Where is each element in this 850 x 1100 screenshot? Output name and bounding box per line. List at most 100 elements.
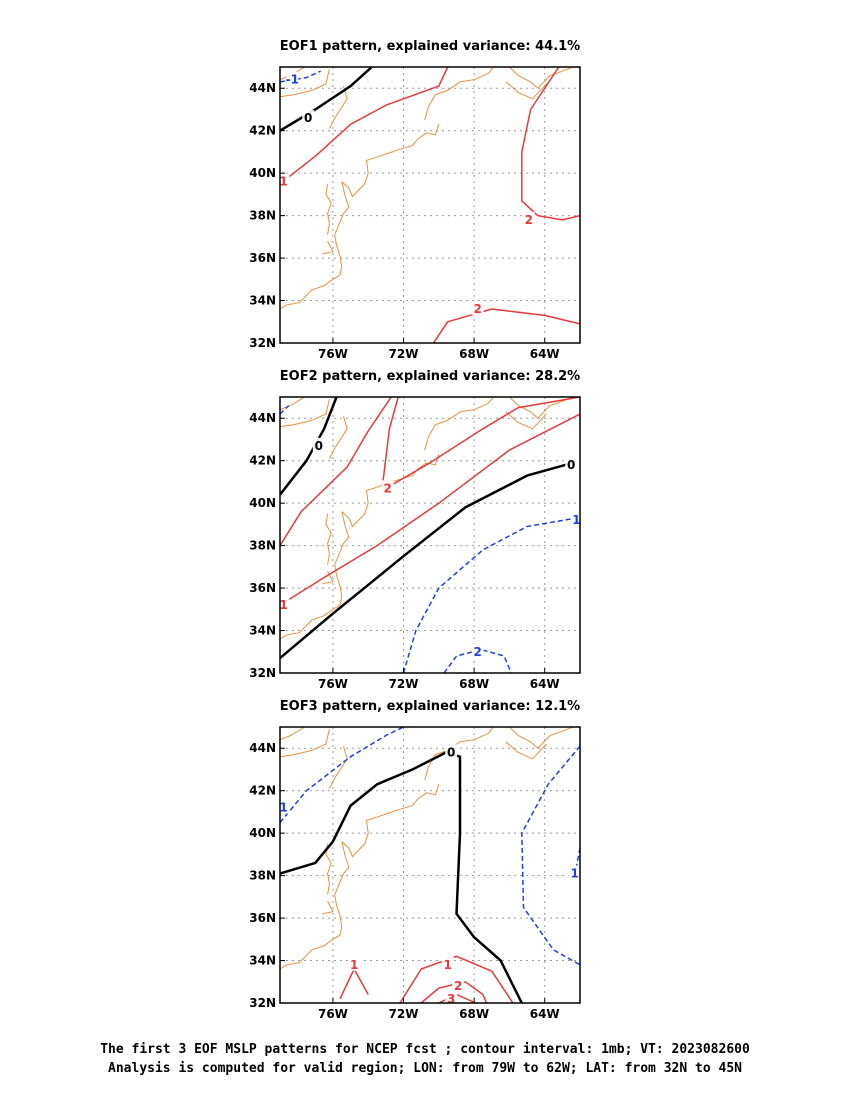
plot-frame <box>279 396 581 674</box>
coastline <box>505 411 547 430</box>
chart-title: EOF1 pattern, explained variance: 44.1% <box>280 39 580 54</box>
y-tick-label: 38N <box>249 539 276 553</box>
eof2-panel: EOF2 pattern, explained variance: 28.2% 0… <box>215 360 615 690</box>
coastline <box>322 900 334 915</box>
contour-line <box>443 648 512 673</box>
contour-line <box>280 397 392 546</box>
eof3-panel: EOF3 pattern, explained variance: 12.1% 0… <box>215 690 615 1020</box>
coastline <box>366 784 440 821</box>
contour-label: 2 <box>473 645 481 659</box>
x-tick-label: 76W <box>318 1007 348 1020</box>
y-tick-label: 40N <box>249 496 276 510</box>
y-tick-label: 44N <box>249 81 276 95</box>
x-tick-label: 72W <box>389 347 419 360</box>
contour-line <box>420 981 488 1003</box>
contour-label: 1 <box>443 958 451 972</box>
coastline <box>505 81 547 100</box>
contour-line <box>280 67 449 185</box>
coastline <box>325 183 332 235</box>
y-tick-label: 34N <box>249 294 276 308</box>
contour-label: 1 <box>279 175 287 189</box>
coastline <box>509 397 574 419</box>
eof1-panel: EOF1 pattern, explained variance: 44.1% -… <box>215 30 615 360</box>
contour-line <box>283 413 580 604</box>
x-tick-label: 64W <box>530 347 560 360</box>
contour-line <box>402 517 577 673</box>
plot-frame <box>279 66 581 344</box>
coastline <box>334 511 350 565</box>
coastline <box>280 728 330 758</box>
contour-label: 1 <box>571 866 579 880</box>
y-tick-label: 32N <box>249 336 276 350</box>
coastline <box>341 820 369 858</box>
coastline <box>334 181 350 235</box>
contour-line <box>438 993 477 1003</box>
y-tick-label: 42N <box>249 784 276 798</box>
x-tick-label: 76W <box>318 677 348 690</box>
y-tick-label: 32N <box>249 666 276 680</box>
coastline <box>325 843 332 895</box>
contour-line <box>280 67 373 132</box>
coastline <box>424 67 494 121</box>
coastline <box>366 124 440 161</box>
x-tick-label: 68W <box>459 1007 489 1020</box>
coastline <box>424 397 494 451</box>
coastline <box>280 68 330 98</box>
coastline <box>280 727 305 741</box>
contour-label: 2 <box>473 302 481 316</box>
plot-area <box>280 67 580 343</box>
coastline <box>328 415 348 459</box>
y-tick-label: 40N <box>249 166 276 180</box>
caption-line-1: The first 3 EOF MSLP patterns for NCEP f… <box>100 1042 750 1057</box>
x-tick-label: 72W <box>389 677 419 690</box>
y-tick-label: 34N <box>249 624 276 638</box>
contour-label: -1 <box>286 73 299 87</box>
contour-line <box>280 397 338 496</box>
plot-frame <box>279 726 581 1004</box>
coastline <box>505 741 547 760</box>
coastline <box>341 490 369 528</box>
y-tick-label: 36N <box>249 581 276 595</box>
chart-title: EOF3 pattern, explained variance: 12.1% <box>280 699 580 714</box>
coastline <box>280 894 343 970</box>
coastline <box>280 398 330 428</box>
contour-line <box>382 397 580 492</box>
y-tick-label: 34N <box>249 954 276 968</box>
contour-label: 3 <box>447 992 455 1006</box>
coastline <box>509 67 574 89</box>
y-tick-label: 32N <box>249 996 276 1010</box>
y-tick-label: 44N <box>249 741 276 755</box>
y-tick-label: 40N <box>249 826 276 840</box>
contour-line <box>573 847 580 876</box>
x-tick-label: 72W <box>389 1007 419 1020</box>
y-tick-label: 36N <box>249 911 276 925</box>
eof1-chart: EOF1 pattern, explained variance: 44.1% -… <box>249 39 581 360</box>
contour-label: 0 <box>304 111 312 125</box>
coastline <box>280 397 305 411</box>
contour-line <box>432 308 580 343</box>
caption-line-2: Analysis is computed for valid region; L… <box>108 1061 742 1076</box>
eof3-chart: EOF3 pattern, explained variance: 12.1% 0… <box>249 699 581 1020</box>
y-tick-label: 38N <box>249 869 276 883</box>
x-tick-label: 64W <box>530 677 560 690</box>
eof2-chart: EOF2 pattern, explained variance: 28.2% 0… <box>249 369 583 690</box>
contour-label: 2 <box>383 481 391 495</box>
contour-line <box>280 404 290 415</box>
contour-line <box>280 727 404 823</box>
contour-line <box>521 745 580 966</box>
contour-label: 1 <box>279 801 287 815</box>
x-tick-label: 76W <box>318 347 348 360</box>
coastline <box>325 513 332 565</box>
y-tick-label: 44N <box>249 411 276 425</box>
contour-label: 2 <box>525 213 533 227</box>
contour-label: 0 <box>315 439 323 453</box>
x-tick-label: 68W <box>459 677 489 690</box>
coastline <box>334 841 350 895</box>
contour-line <box>381 397 399 487</box>
coastline <box>328 745 348 789</box>
y-tick-label: 36N <box>249 251 276 265</box>
contour-label: 2 <box>454 979 462 993</box>
coastline <box>280 564 343 640</box>
plot-area <box>280 727 580 1003</box>
contour-line <box>399 955 514 1003</box>
